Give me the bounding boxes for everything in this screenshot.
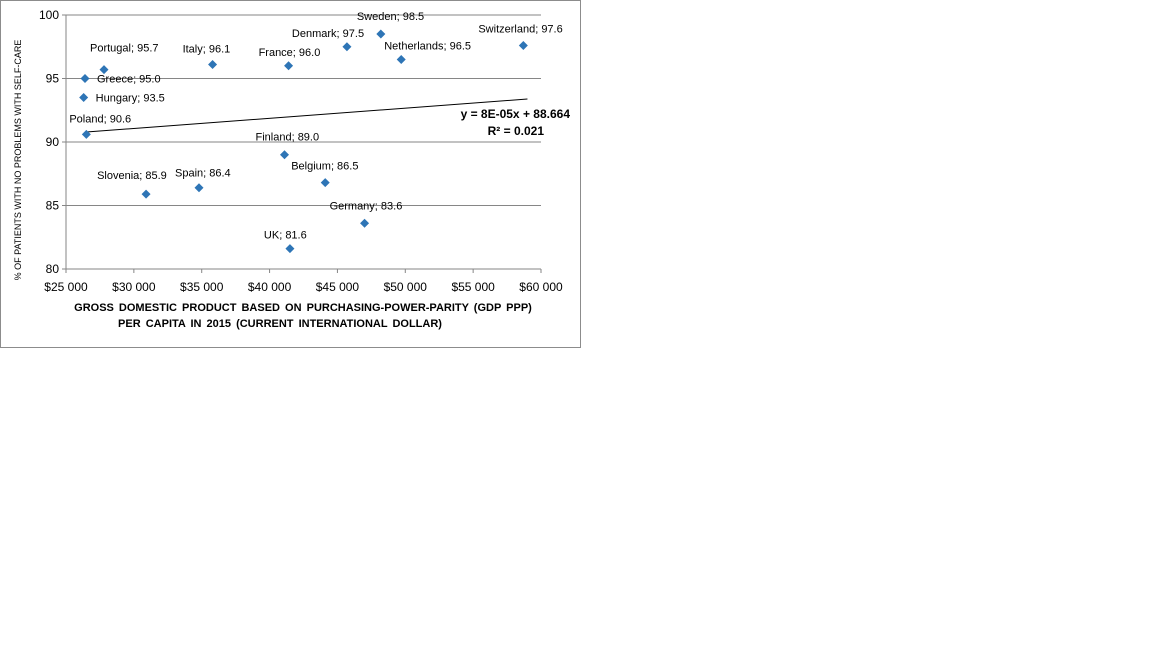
x-tick-label: $40 000 bbox=[248, 280, 292, 294]
y-tick-label: 85 bbox=[46, 199, 60, 213]
y-axis-title: % OF PATIENTS WITH NO PROBLEMS WITH SELF… bbox=[13, 40, 23, 281]
data-label: Netherlands; 96.5 bbox=[384, 40, 471, 52]
data-label: Portugal; 95.7 bbox=[90, 43, 159, 55]
data-label: Hungary; 93.5 bbox=[96, 93, 165, 105]
y-tick-label: 95 bbox=[46, 72, 60, 86]
data-label: Germany; 83.6 bbox=[330, 200, 403, 212]
data-label: Italy; 96.1 bbox=[183, 44, 231, 56]
data-label: Switzerland; 97.6 bbox=[478, 23, 562, 35]
y-tick-label: 90 bbox=[46, 135, 60, 149]
data-point-marker bbox=[194, 183, 204, 193]
chart-frame bbox=[0, 0, 581, 348]
data-point-marker bbox=[320, 178, 330, 188]
data-label: Slovenia; 85.9 bbox=[97, 170, 167, 182]
data-label: Poland; 90.6 bbox=[69, 113, 131, 125]
x-tick-label: $30 000 bbox=[112, 280, 156, 294]
data-point-marker bbox=[396, 54, 406, 64]
data-point-marker bbox=[342, 42, 352, 52]
data-point-marker bbox=[208, 60, 218, 70]
data-points bbox=[79, 29, 528, 254]
x-tick-label: $45 000 bbox=[316, 280, 360, 294]
data-label: UK; 81.6 bbox=[264, 230, 307, 242]
data-label: Greece; 95.0 bbox=[97, 74, 161, 86]
x-tick-label: $35 000 bbox=[180, 280, 224, 294]
x-tick-label: $55 000 bbox=[451, 280, 495, 294]
x-tick-label: $50 000 bbox=[384, 280, 428, 294]
data-label: Denmark; 97.5 bbox=[292, 28, 364, 40]
data-point-marker bbox=[79, 93, 89, 103]
trendline-equation: y = 8E-05x + 88.664 bbox=[461, 107, 571, 121]
trendline-r-squared: R² = 0.021 bbox=[488, 124, 545, 138]
x-axis-title-line1: GROSS DOMESTIC PRODUCT BASED ON PURCHASI… bbox=[74, 302, 532, 314]
point-labels: Portugal; 95.7 Greece; 95.0 Hungary; 93.5 P… bbox=[69, 11, 562, 242]
y-tick-label: 80 bbox=[46, 262, 60, 276]
data-label: Belgium; 86.5 bbox=[291, 161, 358, 173]
data-point-marker bbox=[81, 129, 91, 139]
trendline bbox=[86, 98, 528, 133]
axes: 80 85 90 95 100 $25 000 $30 000 $35 000 $40 000 $… bbox=[39, 8, 563, 294]
data-point-marker bbox=[280, 150, 289, 160]
data-point-marker bbox=[285, 244, 295, 254]
data-point-marker bbox=[284, 61, 294, 71]
x-tick-label: $25 000 bbox=[44, 280, 88, 294]
data-label: France; 96.0 bbox=[259, 47, 321, 59]
data-point-marker bbox=[360, 218, 370, 228]
x-tick-label: $60 000 bbox=[519, 280, 563, 294]
data-point-marker bbox=[99, 65, 109, 75]
data-point-marker bbox=[80, 74, 90, 83]
data-label: Sweden; 98.5 bbox=[357, 11, 424, 23]
data-label: Spain; 86.4 bbox=[175, 168, 231, 180]
data-point-marker bbox=[518, 40, 528, 50]
data-point-marker bbox=[376, 29, 386, 39]
data-label: Finland; 89.0 bbox=[256, 132, 320, 144]
grid-lines bbox=[66, 14, 541, 206]
data-point-marker bbox=[141, 189, 151, 199]
x-axis-title-line2: PER CAPITA IN 2015 (CURRENT INTERNATIONA… bbox=[118, 318, 442, 330]
y-tick-label: 100 bbox=[39, 8, 59, 22]
trendline-group bbox=[86, 98, 528, 133]
